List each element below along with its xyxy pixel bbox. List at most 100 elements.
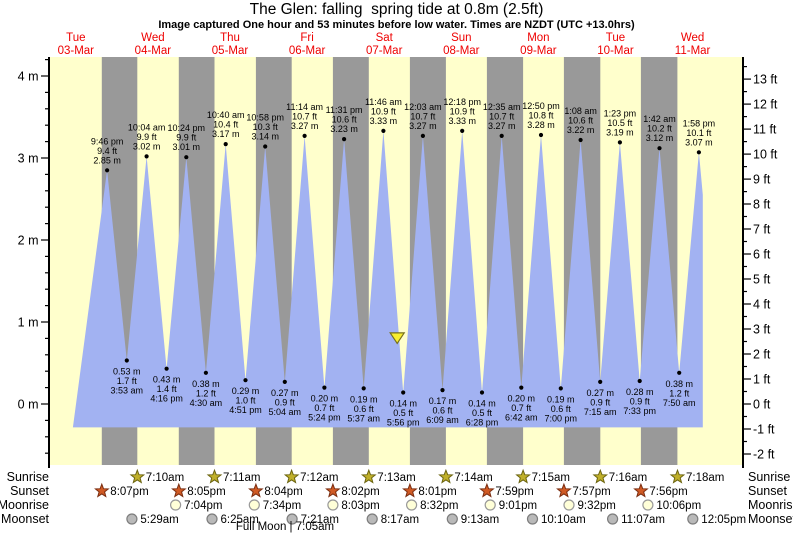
- day-label: Wed 11-Mar: [675, 32, 711, 57]
- high-tide-label: 10:04 am 9.9 ft 3.02 m: [128, 122, 166, 151]
- sunset-row-label-left: Sunset: [10, 484, 49, 498]
- tide-extreme-dot: [401, 390, 406, 395]
- tide-extreme-dot: [302, 133, 307, 138]
- sunrise-icon: [129, 468, 146, 484]
- tide-extreme-dot: [696, 150, 702, 155]
- day-label: Sun 08-Mar: [443, 32, 480, 57]
- day-label: Sat 07-Mar: [366, 32, 403, 57]
- tide-extreme-dot: [361, 386, 366, 391]
- moonrise-row-label-right: Moonrise: [748, 498, 793, 512]
- sunrise-time: 7:10am: [146, 472, 184, 484]
- right-axis-label: 9 ft: [753, 173, 771, 187]
- sunrise-icon: [438, 468, 454, 484]
- sunset-icon: [556, 482, 572, 498]
- tide-extreme-dot: [164, 366, 169, 371]
- tide-extreme-dot: [420, 133, 425, 138]
- tide-extreme-dot: [342, 137, 347, 142]
- tide-extreme-dot: [558, 386, 563, 391]
- sunset-time: 7:56pm: [649, 486, 687, 498]
- sunset-time: 8:04pm: [264, 486, 302, 498]
- right-axis-label: 12 ft: [753, 98, 778, 112]
- sunset-time: 8:07pm: [110, 486, 148, 498]
- tide-extreme-dot: [677, 370, 682, 375]
- sunset-icon: [248, 482, 264, 498]
- moonrise-time: 9:01pm: [499, 500, 537, 512]
- sunset-icon: [402, 482, 418, 498]
- day-labels: Tue 03-Mar Wed 04-Mar Thu 05-Mar Fri 06-Mar Sat 0…: [58, 32, 711, 57]
- high-tide-label: 9:46 pm 9.4 ft 2.85 m: [91, 136, 124, 165]
- sunrise-icon: [669, 468, 686, 484]
- high-tide-label: 11:14 am 10.7 ft 3.27 m: [286, 102, 323, 131]
- moonrise-time: 7:04pm: [184, 500, 222, 512]
- sunrise-row-label-right: Sunrise: [748, 470, 791, 484]
- sunrise-time: 7:14am: [454, 472, 492, 484]
- right-axis-label: 8 ft: [753, 198, 771, 212]
- moonrise-time: 8:32pm: [420, 500, 458, 512]
- moonset-time: 11:07am: [621, 514, 665, 526]
- axis-tick-labels: 0 m 1 m 2 m 3 m 4 m -2 ft -1 ft 0 ft 1 ft 2 ft 3 f…: [18, 70, 778, 462]
- page-subtitle: Image captured One hour and 53 minutes b…: [158, 19, 635, 31]
- sunset-icon: [325, 482, 341, 498]
- low-tide-label: 0.19 m 0.6 ft 7:00 pm: [545, 394, 578, 423]
- moonset-time: 5:29am: [140, 514, 178, 526]
- moonset-icon: [286, 513, 298, 525]
- low-tide-label: 0.28 m 0.9 ft 7:33 pm: [623, 387, 656, 416]
- right-axis-label: -1 ft: [753, 423, 775, 437]
- high-tide-label: 10:24 pm 9.9 ft 3.01 m: [168, 123, 206, 152]
- tide-extreme-dot: [381, 128, 386, 133]
- high-tide-label: 11:31 pm 10.6 ft 3.23 m: [326, 105, 363, 134]
- high-tide-label: 12:35 am 10.7 ft 3.27 m: [483, 102, 521, 131]
- tide-extreme-dot: [519, 385, 524, 390]
- low-tide-label: 0.14 m 0.5 ft 6:28 pm: [466, 399, 499, 428]
- moonrise-time: 9:32pm: [578, 500, 616, 512]
- tide-area: [72, 130, 703, 428]
- moonset-icon: [526, 513, 539, 525]
- left-axis-label: 3 m: [18, 152, 39, 166]
- right-axis-label: 0 ft: [753, 398, 771, 412]
- sunrise-time: 7:15am: [532, 472, 570, 484]
- high-tide-label: 1:58 pm 10.1 ft 3.07 m: [683, 118, 716, 147]
- tide-extreme-dot: [184, 155, 189, 160]
- moonrise-icon: [406, 499, 418, 511]
- moonset-time: 12:05pm: [701, 514, 746, 526]
- sunset-icon: [171, 482, 187, 498]
- high-tide-label: 10:40 am 10.4 ft 3.17 m: [207, 110, 245, 139]
- day-label: Tue 10-Mar: [597, 32, 634, 57]
- moonset-time: 10:10am: [541, 514, 586, 526]
- low-tide-label: 0.38 m 1.2 ft 7:50 am: [663, 379, 696, 408]
- current-level-marker: [389, 332, 406, 345]
- moonrise-row-label-left: Moonrise: [0, 498, 49, 512]
- sunrise-time: 7:16am: [609, 472, 647, 484]
- moonrise-time: 8:03pm: [341, 500, 379, 512]
- tide-extreme-dot: [243, 378, 248, 383]
- tide-extreme-dot: [144, 154, 149, 159]
- tide-extreme-dot: [598, 379, 603, 384]
- right-axis-label: 5 ft: [753, 273, 771, 287]
- moonrise-icon: [484, 499, 496, 511]
- right-axis-label: 3 ft: [753, 323, 771, 337]
- right-axis-label: 10 ft: [753, 148, 778, 162]
- tide-extreme-dot: [203, 370, 208, 375]
- moonrise-icon: [563, 499, 575, 511]
- page-title: The Glen: falling spring tide at 0.8m (2…: [249, 1, 544, 18]
- moonrise-time: 7:34pm: [263, 500, 301, 512]
- sunset-time: 7:57pm: [572, 486, 610, 498]
- right-axis-label: 2 ft: [753, 348, 771, 362]
- moonset-time: 8:17am: [381, 514, 419, 526]
- moonset-row-label-right: Moonset: [748, 512, 793, 526]
- tide-extreme-dot: [538, 132, 544, 138]
- moonset-time: 9:13am: [461, 514, 499, 526]
- tide-extreme-dot: [263, 144, 268, 149]
- sunset-icon: [633, 482, 649, 498]
- sunset-time: 8:01pm: [418, 486, 456, 498]
- tide-extreme-dot: [223, 142, 228, 147]
- moonset-icon: [126, 513, 138, 525]
- right-axis-label: 13 ft: [753, 73, 778, 87]
- day-label: Wed 04-Mar: [135, 32, 172, 57]
- left-axis-ticks: [41, 58, 751, 455]
- right-axis-label: 11 ft: [753, 123, 777, 137]
- tide-extreme-dot: [124, 358, 129, 363]
- moonset-icon: [446, 513, 458, 525]
- high-tide-label: 12:50 pm 10.8 ft 3.28 m: [522, 101, 560, 130]
- sunrise-time: 7:13am: [377, 472, 415, 484]
